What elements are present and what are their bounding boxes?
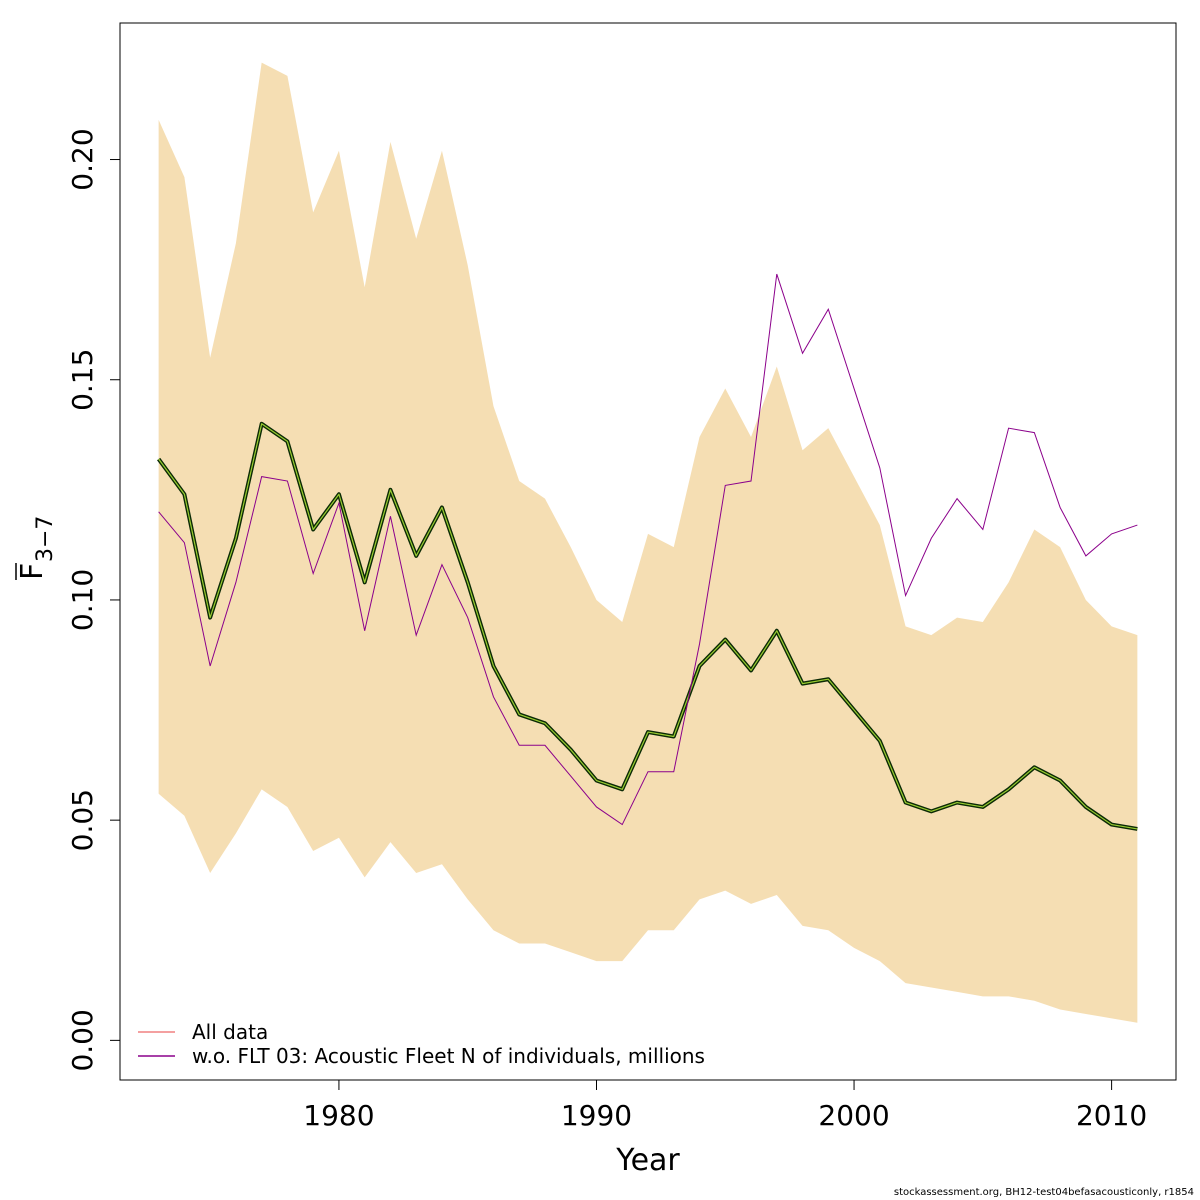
footer-credit: stockassessment.org, BH12-test04befasaco… <box>893 1187 1194 1198</box>
legend-label-all-data: All data <box>192 1020 268 1044</box>
x-tick-label: 2010 <box>1076 1099 1147 1132</box>
x-tick-label: 2000 <box>818 1099 889 1132</box>
series-line-all-data <box>158 423 1138 830</box>
x-axis: 1980 1990 2000 2010 <box>158 1079 1147 1132</box>
series-lines-layer <box>157 273 1138 831</box>
confidence-band <box>158 62 1138 1023</box>
x-tick-label: 1990 <box>561 1099 632 1132</box>
series-line-wo-flt03 <box>158 273 1138 826</box>
y-axis-title: F 3−7 <box>15 516 58 580</box>
x-tick-label: 1980 <box>303 1099 374 1132</box>
y-axis-title-main: F <box>15 563 50 580</box>
x-axis-title: Year <box>615 1143 680 1178</box>
y-tick-label: 0.00 <box>66 1009 99 1071</box>
y-tick-label: 0.15 <box>66 349 99 411</box>
y-tick-label: 0.05 <box>66 789 99 851</box>
confidence-band-layer <box>158 62 1138 1023</box>
legend-label-wo-flt03: w.o. FLT 03: Acoustic Fleet N of individ… <box>192 1044 705 1068</box>
y-tick-label: 0.20 <box>66 128 99 190</box>
y-axis-title-subscript: 3−7 <box>33 516 58 562</box>
y-axis: 0.00 0.05 0.10 0.15 0.20 <box>66 128 120 1072</box>
legend: All data w.o. FLT 03: Acoustic Fleet N o… <box>138 1020 705 1068</box>
y-tick-label: 0.10 <box>66 569 99 631</box>
